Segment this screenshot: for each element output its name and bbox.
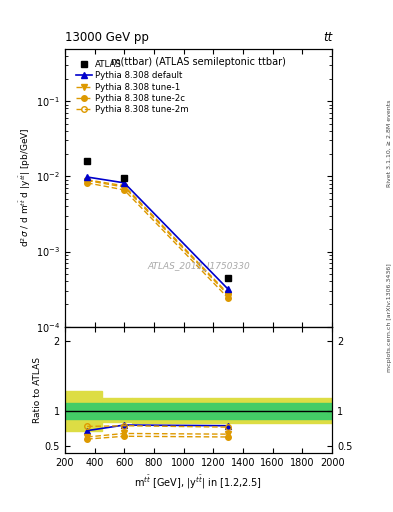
X-axis label: m$^{t\bar{t}}$ [GeV], |y$^{t\bar{t}}$| in [1.2,2.5]: m$^{t\bar{t}}$ [GeV], |y$^{t\bar{t}}$| i… xyxy=(134,474,263,491)
Text: Rivet 3.1.10, ≥ 2.8M events: Rivet 3.1.10, ≥ 2.8M events xyxy=(387,100,392,187)
Bar xyxy=(132,402,332,419)
Text: ATLAS_2019_I1750330: ATLAS_2019_I1750330 xyxy=(147,261,250,270)
Bar xyxy=(102,402,132,419)
Legend: ATLAS, Pythia 8.308 default, Pythia 8.308 tune-1, Pythia 8.308 tune-2c, Pythia 8: ATLAS, Pythia 8.308 default, Pythia 8.30… xyxy=(75,58,191,116)
Bar xyxy=(132,398,332,423)
Bar xyxy=(102,398,132,421)
Y-axis label: Ratio to ATLAS: Ratio to ATLAS xyxy=(33,357,42,423)
Text: tt: tt xyxy=(323,31,332,44)
Y-axis label: d$^2\sigma$ / d m$^{t\bar{t}}$ d |y$^{t\bar{t}}$| [pb/GeV]: d$^2\sigma$ / d m$^{t\bar{t}}$ d |y$^{t\… xyxy=(17,128,33,247)
Text: mcplots.cern.ch [arXiv:1306.3436]: mcplots.cern.ch [arXiv:1306.3436] xyxy=(387,263,392,372)
Text: 13000 GeV pp: 13000 GeV pp xyxy=(65,31,149,44)
Text: m(ttbar) (ATLAS semileptonic ttbar): m(ttbar) (ATLAS semileptonic ttbar) xyxy=(111,57,286,67)
Bar xyxy=(65,402,102,419)
Bar xyxy=(65,391,102,431)
